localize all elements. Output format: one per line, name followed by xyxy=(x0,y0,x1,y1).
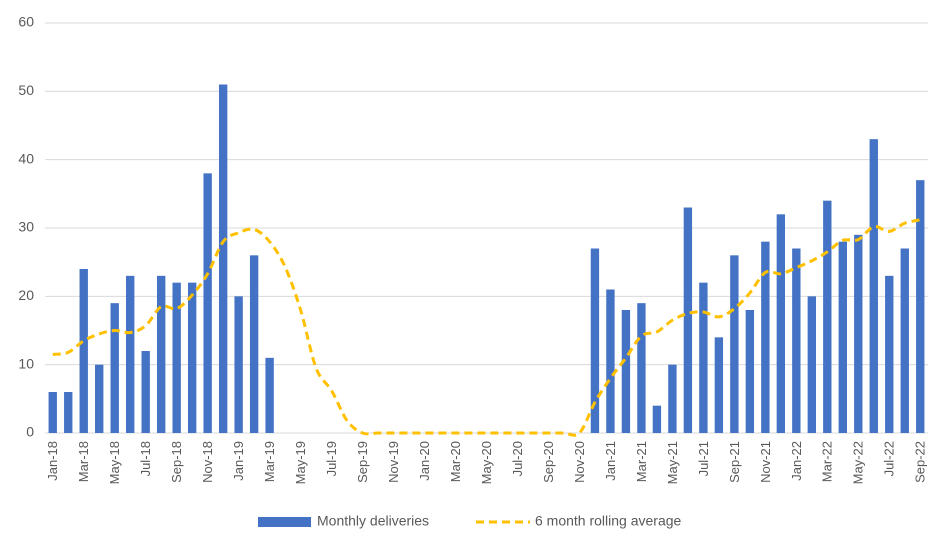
bar xyxy=(187,282,197,433)
bar xyxy=(141,351,150,433)
x-tick-label: Mar-19 xyxy=(262,441,277,482)
x-tick-label: Nov-19 xyxy=(386,441,401,483)
x-tick-label: Jul-21 xyxy=(696,441,711,476)
bar xyxy=(234,296,243,433)
x-tick-label: Nov-18 xyxy=(200,441,215,483)
x-tick-label: Sep-22 xyxy=(913,441,928,483)
y-tick-label: 10 xyxy=(18,355,34,371)
x-tick-label: Sep-21 xyxy=(727,441,742,483)
bar xyxy=(869,139,878,433)
x-tick-label: May-22 xyxy=(851,441,866,484)
bar xyxy=(730,255,739,433)
x-tick-label: Jan-19 xyxy=(231,441,246,481)
bar xyxy=(203,173,212,434)
bar xyxy=(683,207,693,433)
bar xyxy=(590,248,600,433)
bar xyxy=(172,282,181,433)
bar xyxy=(606,289,615,433)
x-tick-label: Jan-22 xyxy=(789,441,804,481)
bar xyxy=(95,364,104,433)
bar xyxy=(157,275,166,433)
x-tick-label: Jul-22 xyxy=(882,441,897,476)
bar xyxy=(668,364,677,433)
x-tick-label: Sep-20 xyxy=(541,441,556,483)
x-tick-label: Nov-21 xyxy=(758,441,773,483)
bar xyxy=(885,275,894,433)
x-tick-label: May-21 xyxy=(665,441,680,484)
bar xyxy=(916,180,925,433)
x-tick-label: Jan-18 xyxy=(45,441,60,481)
bar xyxy=(265,357,274,433)
bar xyxy=(249,255,259,433)
legend-label: 6 month rolling average xyxy=(535,513,682,529)
x-tick-label: Sep-18 xyxy=(169,441,184,483)
bar xyxy=(637,303,646,433)
bar xyxy=(900,248,909,433)
y-tick-label: 60 xyxy=(18,14,34,30)
x-tick-label: Mar-21 xyxy=(634,441,649,482)
legend-swatch xyxy=(258,517,311,527)
bar xyxy=(745,310,755,433)
bar xyxy=(48,392,57,433)
x-tick-label: Jan-21 xyxy=(603,441,618,481)
bar xyxy=(621,310,631,433)
bar xyxy=(652,405,662,433)
bar xyxy=(126,275,135,433)
y-tick-label: 0 xyxy=(26,424,34,440)
y-tick-label: 20 xyxy=(18,287,34,303)
bar xyxy=(838,241,847,433)
bar xyxy=(854,234,863,433)
rolling-average-line xyxy=(52,218,921,437)
x-tick-label: Jul-19 xyxy=(324,441,339,476)
bar xyxy=(64,392,73,433)
bar xyxy=(79,269,88,433)
x-tick-label: Mar-22 xyxy=(820,441,835,482)
y-tick-label: 30 xyxy=(18,219,34,235)
x-tick-label: Mar-18 xyxy=(76,441,91,482)
bar xyxy=(807,296,816,433)
y-tick-label: 40 xyxy=(18,150,34,166)
bar xyxy=(218,84,228,433)
bar xyxy=(714,337,724,433)
x-tick-label: May-18 xyxy=(107,441,122,484)
x-tick-label: May-20 xyxy=(479,441,494,484)
bar xyxy=(761,241,770,433)
x-tick-label: May-19 xyxy=(293,441,308,484)
x-tick-label: Mar-20 xyxy=(448,441,463,482)
bar xyxy=(792,248,801,433)
bar xyxy=(110,303,119,433)
bar xyxy=(823,200,832,433)
x-tick-label: Jul-18 xyxy=(138,441,153,476)
legend-label: Monthly deliveries xyxy=(317,513,429,529)
x-tick-label: Sep-19 xyxy=(355,441,370,483)
x-tick-label: Nov-20 xyxy=(572,441,587,483)
bar xyxy=(776,214,786,433)
x-tick-label: Jan-20 xyxy=(417,441,432,481)
bar xyxy=(699,282,708,433)
y-tick-label: 50 xyxy=(18,82,34,98)
x-tick-label: Jul-20 xyxy=(510,441,525,476)
